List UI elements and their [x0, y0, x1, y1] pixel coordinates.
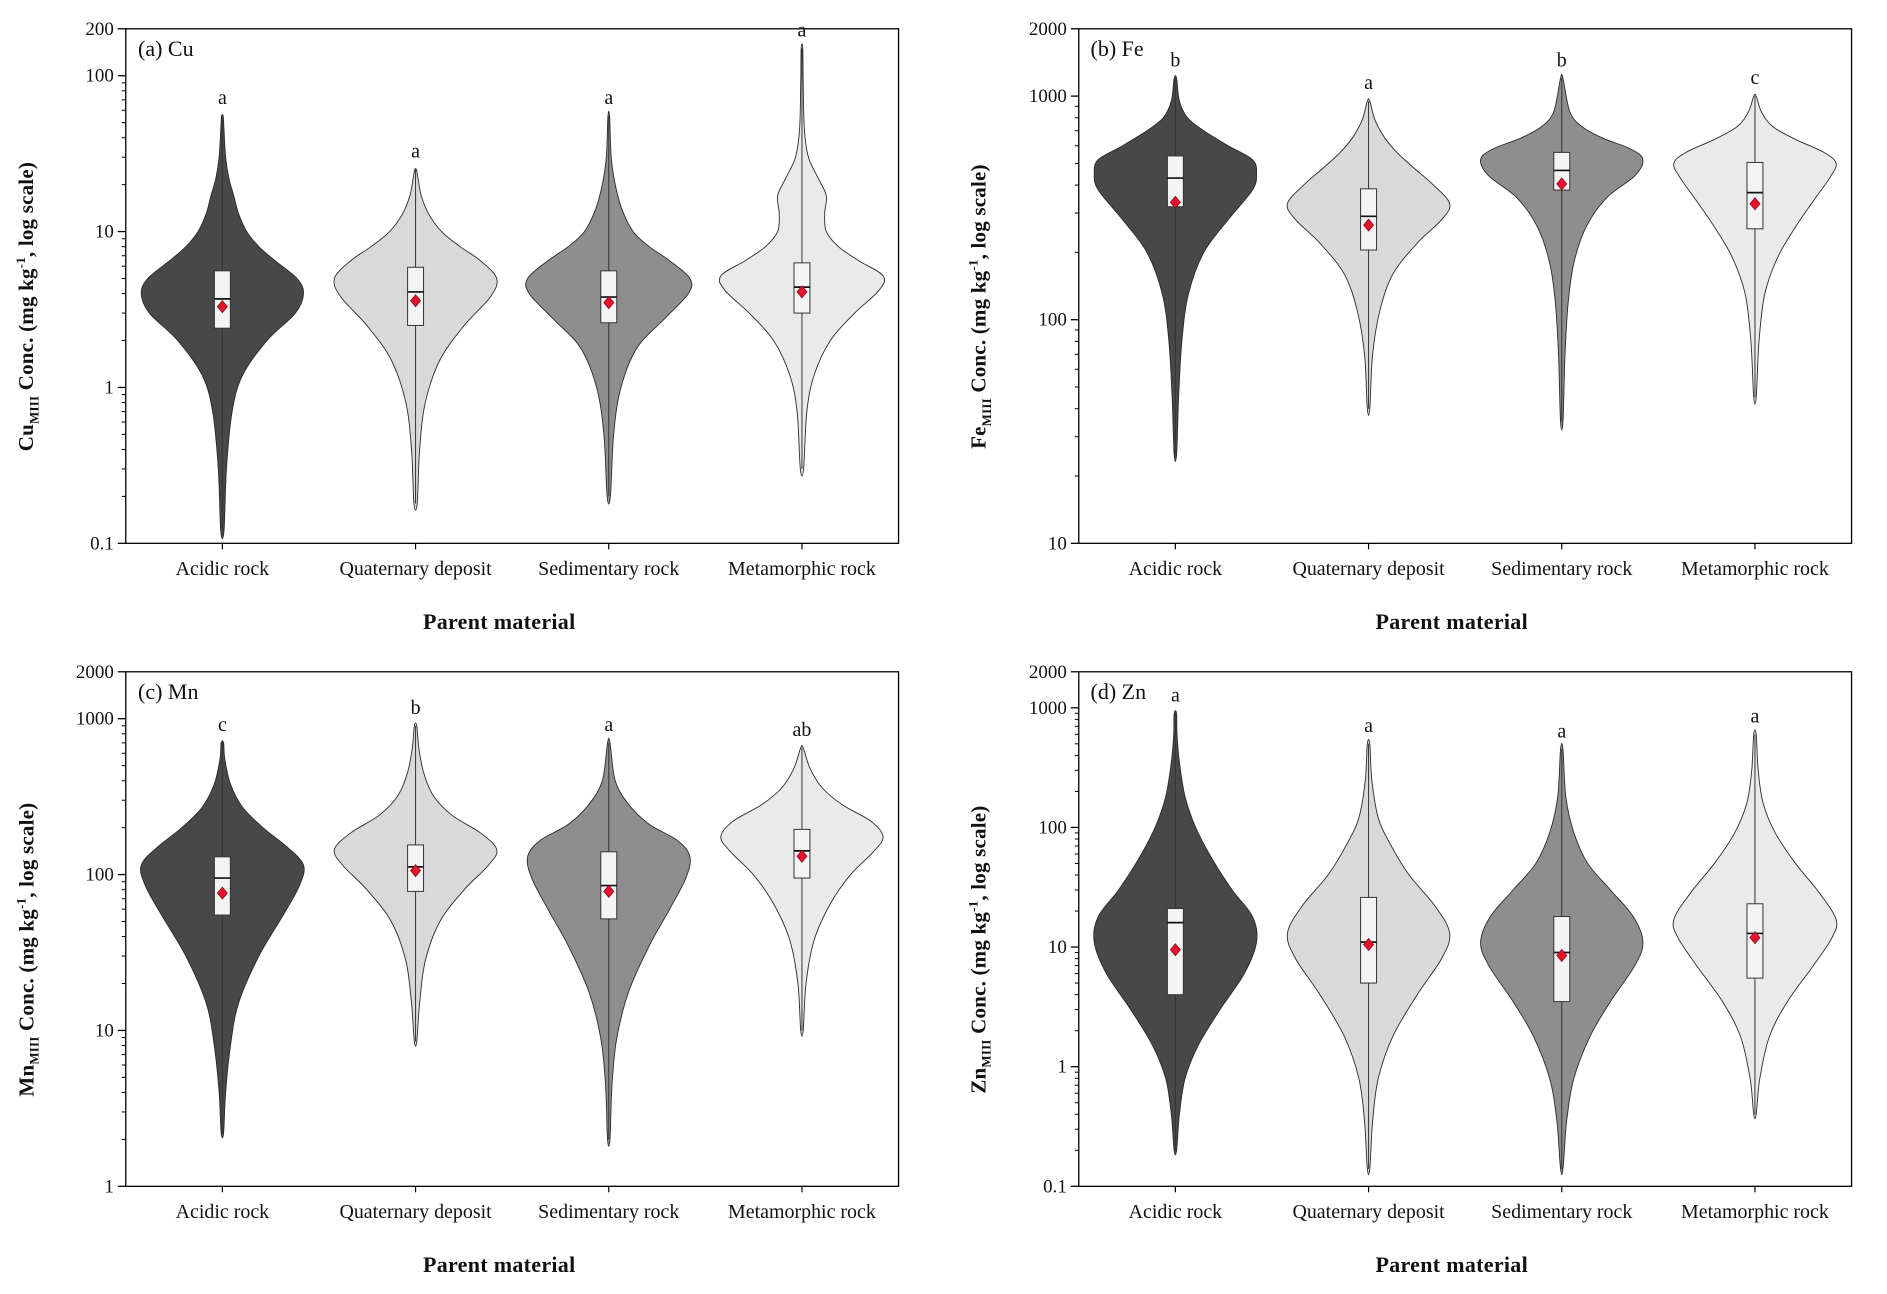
- y-tick-label: 1000: [76, 709, 114, 730]
- x-category-label: Metamorphic rock: [1681, 1201, 1829, 1223]
- y-tick-label: 100: [85, 865, 113, 886]
- x-axis-title-cu: Parent material: [422, 609, 576, 634]
- sig-letter: b: [1170, 49, 1180, 71]
- mean-marker: [216, 300, 228, 314]
- plot-row-mn: MnMIII Conc. (mg kg-1, log scale) 1 10 100…: [10, 649, 919, 1250]
- y-tick-label: 10: [95, 1020, 114, 1041]
- x-category-label: Sedimentary rock: [1491, 558, 1632, 580]
- x-category-label: Metamorphic rock: [728, 1201, 876, 1223]
- plot-row-zn: ZnMIII Conc. (mg kg-1, log scale) 0.1 1 10…: [963, 649, 1872, 1250]
- mean-marker: [1362, 937, 1374, 952]
- panel-label-fe: (b) Fe: [1090, 36, 1144, 61]
- violin-chart-mn: 1 10 100 1000 2000 c Acidic rock b Quaternary de…: [76, 662, 900, 1223]
- y-tick-label: 1000: [1028, 86, 1066, 107]
- x-category-label: Quaternary deposit: [1292, 558, 1445, 580]
- panel-zn: (d) Zn ZnMIII Conc. (mg kg-1, log scale)…: [963, 649, 1872, 1286]
- x-category-label: Quaternary deposit: [339, 558, 492, 580]
- y-axis-title-fe: FeMIII Conc. (mg kg-1, log scale): [965, 164, 995, 449]
- sig-letter: a: [604, 714, 613, 736]
- mean-marker: [1362, 218, 1374, 232]
- plot-frame: [125, 671, 900, 1187]
- sig-letter: a: [1557, 720, 1566, 742]
- mean-marker: [410, 294, 422, 308]
- panel-label-zn: (d) Zn: [1090, 679, 1147, 704]
- x-category-label: Quaternary deposit: [1292, 1201, 1445, 1223]
- sig-letter: c: [1750, 67, 1759, 89]
- x-axis-title-zn: Parent material: [1375, 1252, 1529, 1277]
- sig-letter: a: [1364, 72, 1373, 94]
- y-axis-title-zn: ZnMIII Conc. (mg kg-1, log scale): [965, 805, 995, 1094]
- mean-marker: [796, 285, 808, 299]
- y-tick-label: 100: [1038, 817, 1066, 838]
- x-category-label: Metamorphic rock: [728, 558, 876, 580]
- y-tick-label: 10: [95, 222, 114, 243]
- y-tick-label: 0.1: [1043, 1176, 1067, 1197]
- sig-letter: a: [798, 19, 807, 41]
- y-tick-label: 2000: [1028, 662, 1066, 683]
- plot-frame: [1077, 28, 1852, 544]
- x-axis-title-fe: Parent material: [1375, 609, 1529, 634]
- plot-frame: [1077, 671, 1852, 1187]
- y-tick-label: 100: [1038, 310, 1066, 331]
- sig-letter: ab: [793, 719, 812, 741]
- y-tick-label: 1000: [1028, 698, 1066, 719]
- y-tick-label: 2000: [76, 662, 114, 683]
- sig-letter: c: [218, 714, 227, 736]
- sig-letter: a: [604, 87, 613, 109]
- mean-marker: [1555, 948, 1567, 963]
- mean-marker: [216, 886, 228, 900]
- mean-marker: [1748, 930, 1760, 945]
- sig-letter: a: [1750, 705, 1759, 727]
- box-plot: [213, 856, 231, 916]
- sig-letter: a: [411, 141, 420, 163]
- x-category-label: Acidic rock: [1128, 558, 1222, 580]
- y-tick-label: 100: [85, 66, 113, 87]
- violin-chart-cu: 0.1 1 10 100 200 a Acidic rock a Quaternary depo…: [85, 19, 900, 580]
- x-category-label: Acidic rock: [176, 558, 270, 580]
- y-tick-label: 200: [85, 19, 113, 40]
- panel-label-mn: (c) Mn: [138, 679, 199, 704]
- sig-letter: a: [1364, 715, 1373, 737]
- panel-fe: (b) Fe FeMIII Conc. (mg kg-1, log scale)…: [963, 6, 1872, 643]
- x-category-label: Sedimentary rock: [1491, 1201, 1632, 1223]
- y-tick-label: 1: [104, 377, 113, 398]
- x-axis-title-mn: Parent material: [422, 1252, 576, 1277]
- x-category-label: Acidic rock: [1128, 1201, 1222, 1223]
- y-tick-label: 1: [104, 1176, 113, 1197]
- y-tick-label: 10: [1047, 533, 1066, 554]
- sig-letter: b: [1556, 49, 1566, 71]
- mean-marker: [410, 864, 422, 878]
- x-category-label: Quaternary deposit: [339, 1201, 492, 1223]
- mean-marker: [1169, 943, 1181, 957]
- y-tick-label: 10: [1047, 937, 1066, 958]
- mean-marker: [1555, 177, 1567, 191]
- panel-mn: (c) Mn MnMIII Conc. (mg kg-1, log scale)…: [10, 649, 919, 1286]
- sig-letter: a: [218, 87, 227, 109]
- x-category-label: Acidic rock: [176, 1201, 270, 1223]
- mean-marker: [603, 884, 615, 899]
- y-tick-label: 2000: [1028, 19, 1066, 40]
- mean-marker: [603, 296, 615, 310]
- plot-row-fe: FeMIII Conc. (mg kg-1, log scale) 10 100 1…: [963, 6, 1872, 607]
- mean-marker: [796, 849, 808, 863]
- x-category-label: Sedimentary rock: [538, 1201, 679, 1223]
- y-axis-title-cu: CuMIII Conc. (mg kg-1, log scale): [13, 161, 42, 452]
- mean-marker: [1169, 195, 1181, 209]
- violin-chart-zn: 0.1 1 10 100 1000 2000 a Acidic rock a Quaternary…: [1028, 662, 1852, 1223]
- box-plot: [1745, 161, 1763, 230]
- plot-row-cu: CuMIII Conc. (mg kg-1, log scale) 0.1 1 10…: [10, 6, 919, 607]
- mean-marker: [1748, 197, 1760, 211]
- y-tick-label: 1: [1057, 1057, 1066, 1078]
- violin-chart-fe: 10 100 1000 2000 b Acidic rock a Quaternary dep…: [1028, 19, 1852, 580]
- panel-cu: (a) Cu CuMIII Conc. (mg kg-1, log scale)…: [10, 6, 919, 643]
- plot-frame: [125, 28, 900, 544]
- x-category-label: Metamorphic rock: [1681, 558, 1829, 580]
- x-category-label: Sedimentary rock: [538, 558, 679, 580]
- sig-letter: a: [1170, 684, 1179, 706]
- y-tick-label: 0.1: [90, 533, 114, 554]
- y-axis-title-mn: MnMIII Conc. (mg kg-1, log scale): [13, 802, 42, 1097]
- panel-label-cu: (a) Cu: [138, 36, 194, 61]
- sig-letter: b: [411, 697, 421, 719]
